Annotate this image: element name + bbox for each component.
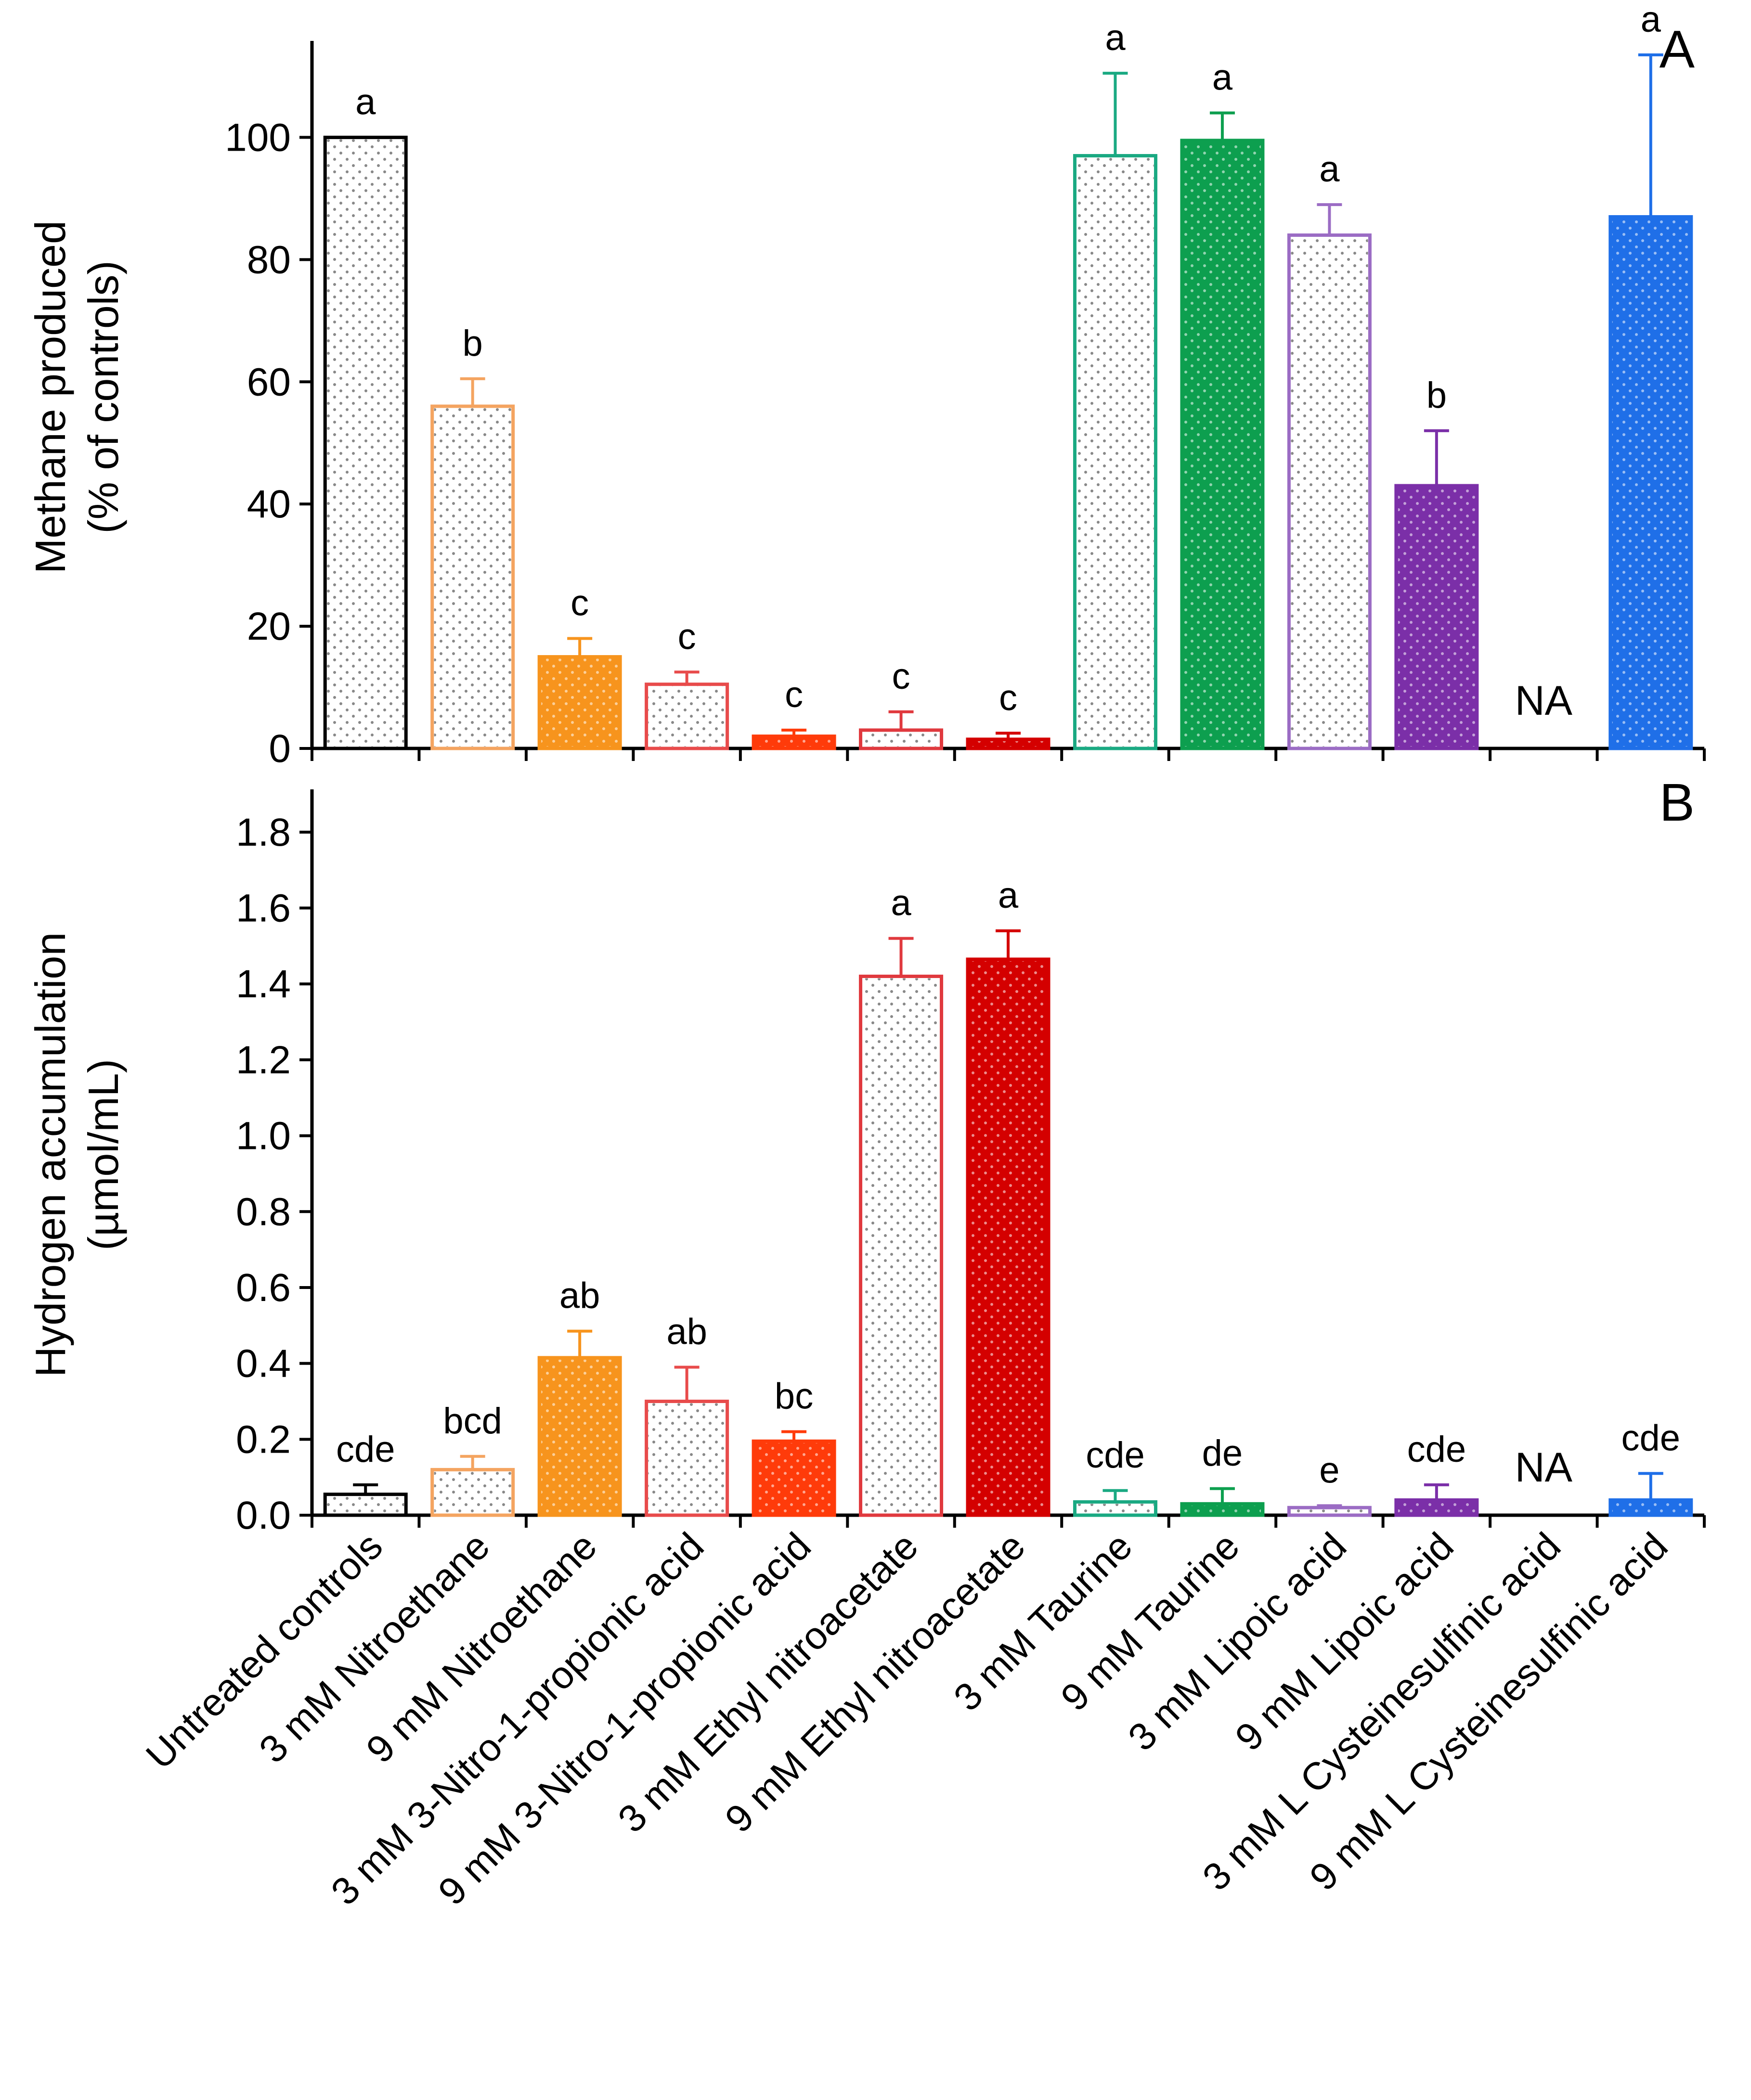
panel-b-bar-texture [541,1359,619,1513]
panel-a-significance-label: a [1319,149,1340,190]
panel-a-bar-texture [862,732,940,747]
panel-b-significance-label: cde [1086,1435,1145,1476]
panel-a-significance-label: a [1212,57,1233,98]
panel-b-chart: 0.0 0.2 0.4 0.6 0.8 1.0 1.2 1.4 1.6 1.8 Hydrogen a… [26,773,1706,1537]
panel-a-na-label: NA [1515,678,1573,724]
panel-b-significance-label: ab [666,1312,707,1353]
panel-a-significance-label: b [1427,375,1447,416]
panel-b-significance-label: bcd [443,1401,502,1442]
panel-a-significance-label: c [999,677,1017,718]
panel-a-y-tick-label: 20 [247,605,291,648]
panel-b-bar-texture [1183,1506,1261,1513]
panel-b-y-tick-label: 1.6 [236,887,291,930]
panel-b-y-axis-title-line1: Hydrogen accumulation [26,932,74,1378]
panel-b-na-label: NA [1515,1444,1573,1491]
panel-b-bar-texture [434,1471,511,1513]
panel-a-significance-label: a [355,81,376,122]
panel-a-bar-texture [434,408,511,747]
panel-a-y-tick-label: 60 [247,360,291,404]
panel-b-bar-texture [648,1403,726,1513]
panel-a-y-tick-label: 0 [269,727,291,771]
panel-a-significance-label: a [1105,17,1126,58]
panel-a-letter: A [1660,20,1695,79]
panel-a-bar-texture [648,686,726,747]
panel-a-bar-texture [1612,219,1689,747]
panel-a-y-tick-label: 80 [247,238,291,282]
panel-b-significance-label: cde [1407,1429,1466,1470]
panel-a-bar-texture [541,658,619,747]
panel-a-significance-label: c [892,656,910,697]
panel-a-bar-texture [327,139,404,747]
panel-a-significance-label: c [678,616,696,657]
panel-b-letter: B [1660,773,1695,832]
panel-b-y-axis-title-line2: (µmol/mL) [79,1059,127,1250]
panel-a-y-tick-label: 40 [247,482,291,526]
panel-a-bar-texture [1291,237,1368,747]
panel-a-bar-texture [1183,142,1261,747]
panel-b-y-tick-label: 0.4 [236,1342,291,1386]
panel-a-chart: 0 20 40 60 80 100 Methane produced (% of contro… [26,0,1706,771]
panel-b-significance-label: a [998,875,1019,916]
panel-b-y-tick-label: 0.6 [236,1266,291,1310]
panel-b-y-tick-label: 1.8 [236,811,291,854]
panel-a-bar-texture [1398,488,1475,747]
panel-b-bar-texture [1077,1504,1154,1513]
panel-a-bar-texture [1077,157,1154,747]
panel-b-y-tick-label: 1.4 [236,962,291,1006]
panel-b-y-tick-label: 1.0 [236,1114,291,1158]
panel-a-bar-texture [755,738,833,747]
panel-b-significance-label: ab [559,1275,600,1316]
panel-b-bar-texture [970,961,1047,1513]
panel-b-y-tick-label: 0.8 [236,1190,291,1234]
panel-b-significance-label: cde [1621,1417,1680,1458]
panel-b-significance-label: de [1202,1433,1243,1474]
panel-b-significance-label: a [891,883,911,924]
panel-b-significance-label: e [1319,1450,1339,1491]
panel-b-y-tick-label: 0.2 [236,1417,291,1461]
panel-a-y-axis-title-line2: (% of controls) [79,260,127,533]
panel-a-significance-label: c [571,582,589,623]
panel-b-bar-texture [1398,1502,1475,1513]
panel-a-bar-texture [970,741,1047,747]
panel-a-significance-label: c [785,674,803,715]
panel-b-bar-texture [862,978,940,1513]
panel-b-significance-label: bc [775,1376,813,1417]
panel-a-y-tick-label: 100 [225,116,291,159]
panel-a-significance-label: a [1641,0,1661,40]
panel-b-bar-texture [1291,1509,1368,1513]
panel-b-y-tick-label: 0.0 [236,1494,291,1537]
panel-b-bar-texture [755,1443,833,1513]
panel-b-y-tick-label: 1.2 [236,1038,291,1082]
panel-b-significance-label: cde [336,1429,395,1470]
panel-a-y-axis-title-line1: Methane produced [26,220,74,574]
panel-b-bar-texture [1612,1502,1689,1513]
panel-a-significance-label: b [463,323,483,364]
panel-b-bar-texture [327,1496,404,1513]
